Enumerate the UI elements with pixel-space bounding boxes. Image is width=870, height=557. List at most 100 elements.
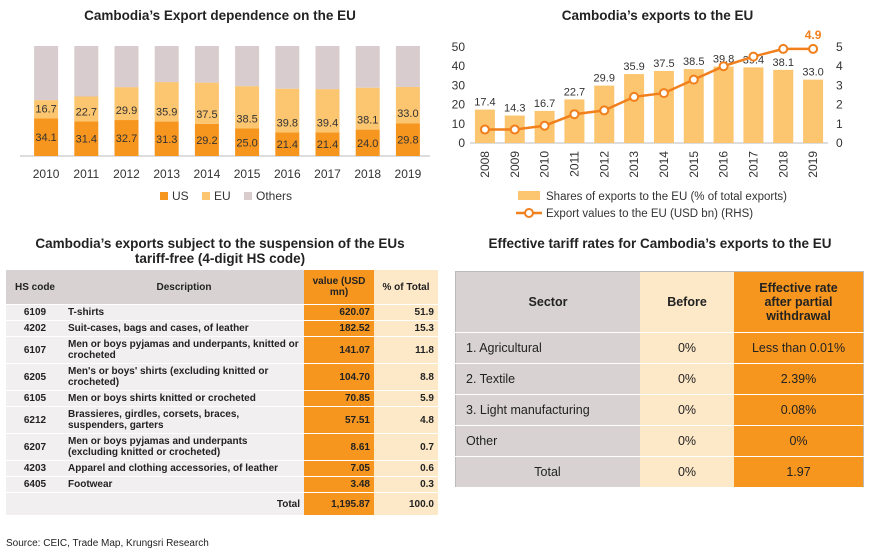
table-row: 1. Agricultural 0% Less than 0.01% xyxy=(455,332,864,364)
bar-us xyxy=(74,121,99,156)
bar-others xyxy=(355,46,380,88)
header-after: Effective rate after partial withdrawal xyxy=(734,271,864,333)
bar-eu xyxy=(34,100,59,119)
hs-code-cell: 4202 xyxy=(6,320,64,337)
value-cell: 141.07 xyxy=(304,336,374,364)
value-cell: 620.07 xyxy=(304,304,374,321)
x-tick-label: 2018 xyxy=(354,167,381,181)
data-label: 29.2 xyxy=(196,135,217,147)
x-tick-label: 2008 xyxy=(478,151,492,178)
bar-others xyxy=(34,46,59,101)
value-cell: 104.70 xyxy=(304,363,374,391)
bar-us xyxy=(154,121,179,156)
bar-us xyxy=(355,129,380,156)
x-tick-label: 2014 xyxy=(657,151,671,178)
bar-share xyxy=(803,79,824,143)
bar-eu xyxy=(235,86,260,129)
line-point xyxy=(658,88,669,99)
x-tick-label: 2013 xyxy=(627,151,641,178)
bar-us xyxy=(114,120,139,156)
hs-code-cell: 6212 xyxy=(6,406,64,434)
bar-eu xyxy=(74,96,99,122)
hs-code-cell: 6109 xyxy=(6,304,64,321)
x-tick-label: 2016 xyxy=(274,167,301,181)
legend-label: US xyxy=(172,189,189,203)
data-label: 25.0 xyxy=(236,137,257,149)
data-label: 22.7 xyxy=(564,86,585,98)
table-row: 6105 Men or boys shirts knitted or croche… xyxy=(6,390,438,407)
bar-us xyxy=(395,123,420,156)
data-label: 35.9 xyxy=(156,107,177,119)
pct-cell: 8.8 xyxy=(374,363,438,391)
line-point xyxy=(539,120,550,131)
hs-code-cell: 6405 xyxy=(6,476,64,493)
chart2-title: Cambodia’s exports to the EU xyxy=(561,8,754,23)
line-point xyxy=(718,61,729,72)
chart2-combo: 0 10 20 30 40 50 0 1 2 3 4 5 17.4 2008 14.3 2009 16.7 201… xyxy=(452,28,843,220)
table1-title: Cambodia’s exports subject to the suspen… xyxy=(35,236,405,266)
chart1-stacked-bar: 34.1 16.7 2010 31.4 22.7 2011 32.7 29.9 2012 31.3… xyxy=(20,46,430,203)
data-label: 37.5 xyxy=(196,109,217,121)
data-label: 31.3 xyxy=(156,134,177,146)
bar-share xyxy=(683,69,704,143)
bar-others xyxy=(235,46,260,87)
y-tick-right: 1 xyxy=(836,117,843,131)
description-cell: Suit-cases, bags and cases, of leather xyxy=(64,320,304,337)
pct-cell: 11.8 xyxy=(374,336,438,364)
pct-cell: 15.3 xyxy=(374,320,438,337)
bar-share xyxy=(624,74,645,143)
before-cell: 0% xyxy=(640,394,734,426)
value-cell: 70.85 xyxy=(304,390,374,407)
y-tick-left: 40 xyxy=(452,59,466,73)
x-tick-label: 2018 xyxy=(776,151,790,178)
x-tick-label: 2015 xyxy=(687,151,701,178)
pct-cell: 4.8 xyxy=(374,406,438,434)
hs-code-table: HS code Description value (USD mn) % of … xyxy=(6,270,438,516)
hs-code-cell: 6205 xyxy=(6,363,64,391)
bar-share xyxy=(713,66,734,143)
after-cell: Less than 0.01% xyxy=(734,332,864,364)
data-label: 21.4 xyxy=(317,139,338,151)
line-point xyxy=(509,124,520,135)
before-cell: 0% xyxy=(640,425,734,457)
total-pct: 100.0 xyxy=(374,492,438,516)
data-label: 39.4 xyxy=(317,117,338,129)
y-tick-right: 0 xyxy=(836,136,843,150)
data-label: 38.1 xyxy=(773,57,794,69)
data-label: 33.0 xyxy=(802,67,823,79)
bar-share xyxy=(743,67,764,143)
x-tick-label: 2010 xyxy=(33,167,60,181)
pct-cell: 0.6 xyxy=(374,460,438,477)
x-tick-label: 2012 xyxy=(113,167,140,181)
table2-title: Effective tariff rates for Cambodia’s ex… xyxy=(488,236,832,251)
line-point xyxy=(748,51,759,62)
data-label: 33.0 xyxy=(397,108,418,120)
y-tick-right: 4 xyxy=(836,59,843,73)
legend-swatch xyxy=(160,192,168,200)
y-tick-left: 50 xyxy=(452,40,466,54)
description-cell: Men or boys pyjamas and underpants, knit… xyxy=(64,336,304,364)
bar-share xyxy=(773,69,794,143)
bar-others xyxy=(275,46,300,89)
pct-cell: 51.9 xyxy=(374,304,438,321)
total-label: Total xyxy=(64,492,304,516)
x-tick-label: 2019 xyxy=(806,151,820,178)
table-row: Total 0% 1.97 xyxy=(455,456,864,488)
table-row: 6207 Men or boys pyjamas and underpants (… xyxy=(6,433,438,461)
bar-share xyxy=(564,99,585,143)
description-cell: Men or boys shirts knitted or crocheted xyxy=(64,390,304,407)
hs-code-cell: 6107 xyxy=(6,336,64,364)
total-code-cell xyxy=(6,492,64,516)
header-before: Before xyxy=(640,271,734,333)
bar-share xyxy=(653,71,674,143)
data-label: 16.7 xyxy=(534,98,555,110)
before-cell: 0% xyxy=(640,456,734,488)
bar-eu xyxy=(114,87,139,121)
value-cell: 3.48 xyxy=(304,476,374,493)
total-value: 1,195.87 xyxy=(304,492,374,516)
x-tick-label: 2017 xyxy=(314,167,341,181)
y-tick-right: 5 xyxy=(836,40,843,54)
line-point xyxy=(778,43,789,54)
header-hs-code: HS code xyxy=(6,270,64,305)
sector-cell: 1. Agricultural xyxy=(455,332,640,364)
